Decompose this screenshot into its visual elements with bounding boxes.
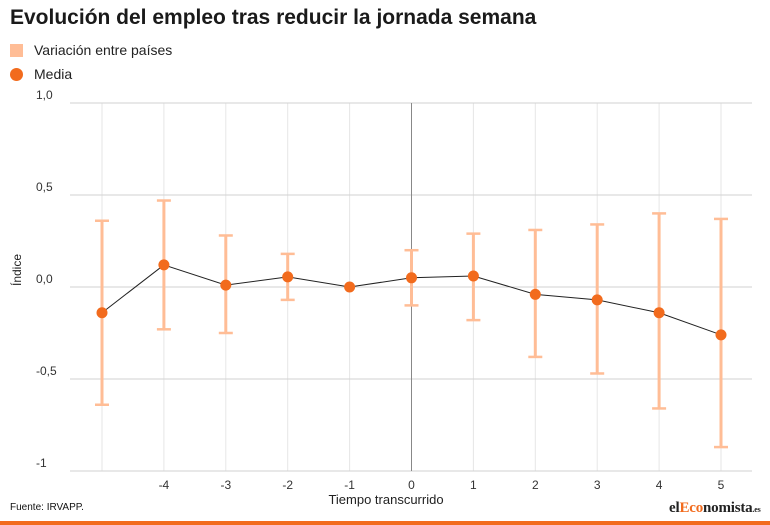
legend-label-range: Variación entre países xyxy=(34,42,173,58)
bottom-accent-bar xyxy=(0,521,770,525)
x-tick-label: 0 xyxy=(408,478,415,492)
mean-point xyxy=(158,259,170,271)
y-tick-label: 1,0 xyxy=(36,88,53,102)
y-tick-label: 0,5 xyxy=(36,180,53,194)
x-tick-label: 2 xyxy=(532,478,539,492)
mean-point xyxy=(529,288,541,300)
x-tick-label: -3 xyxy=(220,478,231,492)
mean-point xyxy=(344,281,356,293)
mean-point xyxy=(591,294,603,306)
mean-point xyxy=(467,270,479,282)
y-tick-label: -0,5 xyxy=(36,364,57,378)
brand-logo: elEconomista.es xyxy=(669,500,761,516)
mean-point xyxy=(715,329,727,341)
legend-swatch-mean xyxy=(10,67,23,81)
legend-label-mean: Media xyxy=(34,66,73,82)
mean-point xyxy=(653,307,665,319)
y-axis-label: Índice xyxy=(9,254,24,286)
legend-item-range: Variación entre países xyxy=(10,38,172,62)
x-tick-label: 5 xyxy=(718,478,725,492)
x-tick-label: -4 xyxy=(159,478,170,492)
y-tick-label: -1 xyxy=(36,456,47,470)
mean-point xyxy=(96,307,108,319)
legend-swatch-range xyxy=(10,43,23,57)
mean-point xyxy=(282,271,294,283)
x-tick-label: -2 xyxy=(282,478,293,492)
x-tick-label: 4 xyxy=(656,478,663,492)
x-tick-label: 3 xyxy=(594,478,601,492)
legend: Variación entre países Media xyxy=(10,38,172,86)
mean-point xyxy=(406,272,417,284)
y-tick-label: 0,0 xyxy=(36,272,53,286)
mean-point xyxy=(220,279,232,291)
legend-item-mean: Media xyxy=(10,62,172,86)
source-note: Fuente: IRVAPP. xyxy=(10,502,84,513)
x-axis-label: Tiempo transcurrido xyxy=(328,492,443,507)
x-tick-label: -1 xyxy=(344,478,355,492)
x-tick-label: 1 xyxy=(470,478,477,492)
chart-title: Evolución del empleo tras reducir la jor… xyxy=(10,6,537,29)
